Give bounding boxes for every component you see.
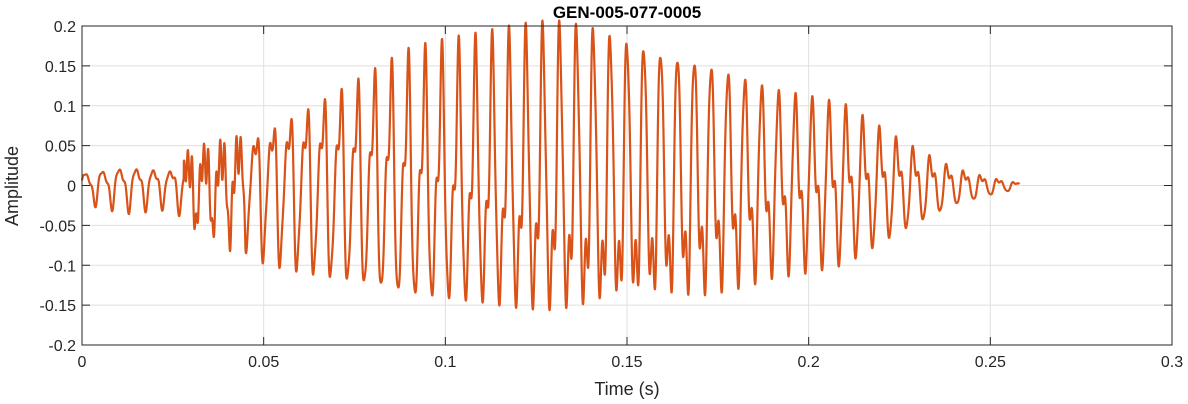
- y-axis-label: Amplitude: [2, 146, 22, 226]
- y-tick-label: 0.05: [45, 139, 76, 156]
- x-tick-label: 0: [78, 354, 87, 371]
- y-tick-label: -0.05: [40, 218, 77, 235]
- x-tick-label: 0.25: [975, 354, 1006, 371]
- y-tick-label: 0: [67, 179, 76, 196]
- x-tick-label: 0.05: [248, 354, 279, 371]
- y-tick-label: -0.2: [48, 338, 76, 355]
- x-tick-labels: 0 0.05 0.1 0.15 0.2 0.25 0.3: [78, 354, 1184, 371]
- y-tick-label: 0.15: [45, 59, 76, 76]
- chart-title: GEN-005-077-0005: [553, 3, 701, 22]
- x-tick-label: 0.15: [611, 354, 642, 371]
- x-axis-label: Time (s): [594, 379, 659, 399]
- y-tick-label: 0.2: [54, 19, 76, 36]
- x-tick-label: 0.3: [1161, 354, 1183, 371]
- series-layer: [80, 19, 1021, 312]
- y-tick-labels: -0.2 -0.15 -0.1 -0.05 0 0.05 0.1 0.15 0.2: [40, 19, 77, 355]
- tick-marks: [81, 25, 1173, 346]
- x-tick-label: 0.2: [798, 354, 820, 371]
- series-line: [80, 19, 1021, 312]
- x-tick-label: 0.1: [434, 354, 456, 371]
- y-tick-label: 0.1: [54, 99, 76, 116]
- y-tick-label: -0.15: [40, 298, 77, 315]
- y-tick-label: -0.1: [48, 258, 76, 275]
